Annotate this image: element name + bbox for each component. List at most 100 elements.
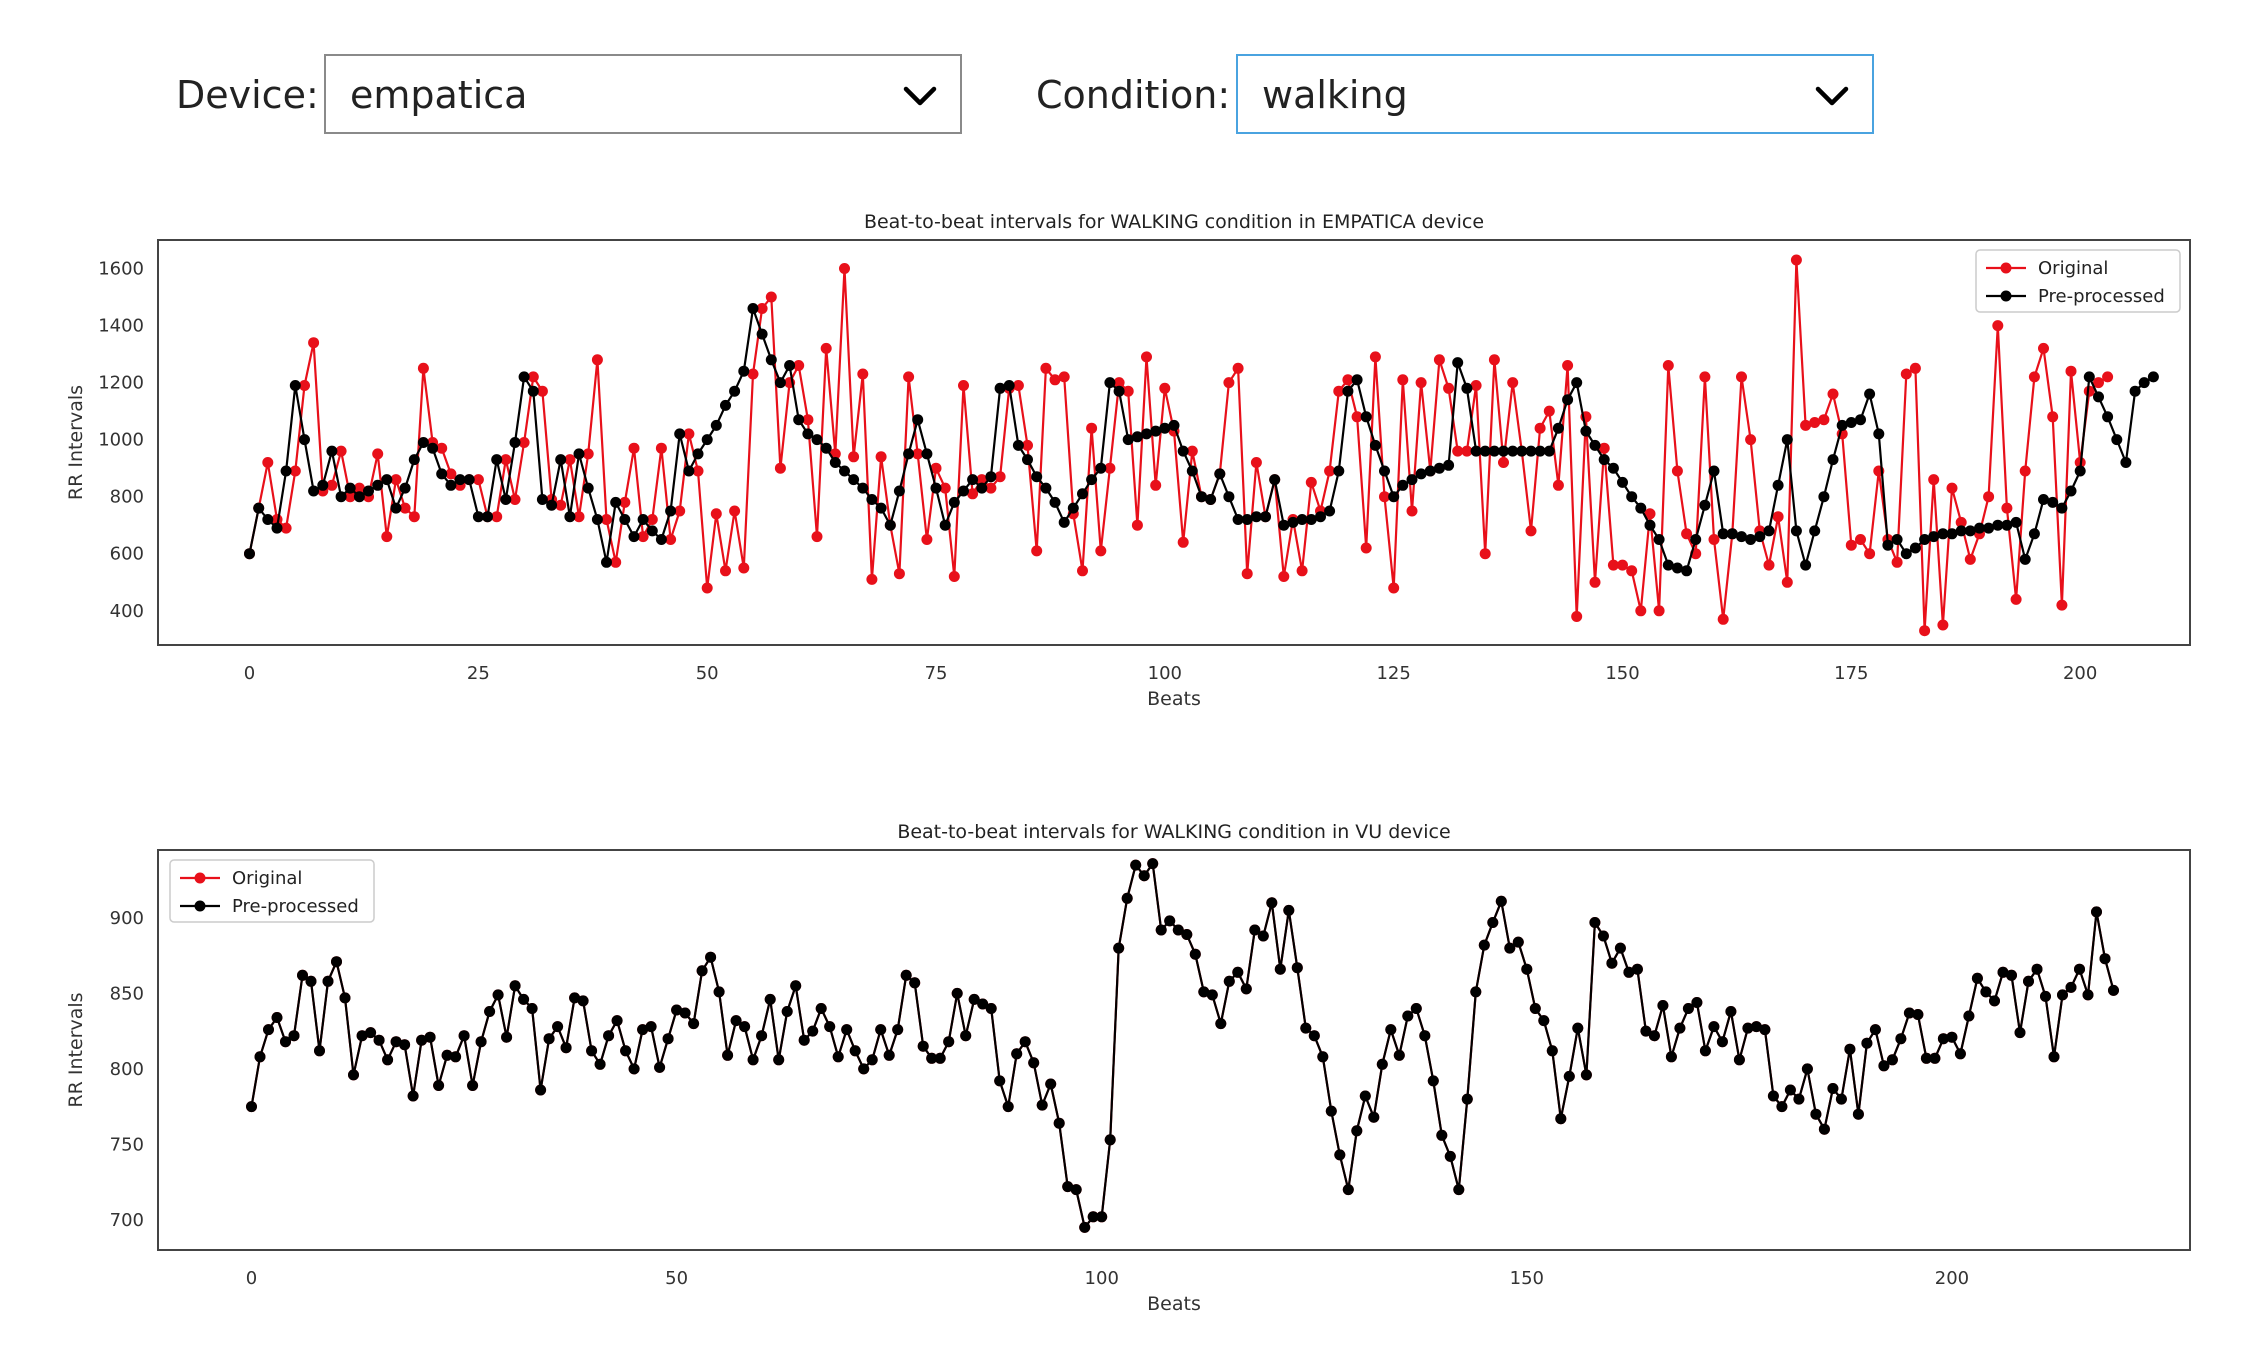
data-point (1801, 1063, 1813, 1075)
data-point (372, 448, 384, 460)
data-point (1708, 1021, 1720, 1033)
data-point (903, 371, 915, 383)
data-point (1232, 362, 1244, 374)
data-point (1665, 1051, 1677, 1063)
data-point (646, 525, 658, 537)
series-line-0 (250, 862, 2115, 1229)
data-point (271, 1012, 283, 1023)
data-point (271, 522, 283, 534)
data-point (1150, 479, 1162, 491)
data-point (1855, 534, 1866, 545)
data-point (1360, 542, 1372, 554)
data-point (1626, 491, 1638, 503)
data-point (601, 556, 612, 568)
data-point (1147, 858, 1159, 870)
data-point (1296, 514, 1308, 525)
data-point (1772, 511, 1784, 523)
data-point (297, 969, 308, 981)
data-point (820, 442, 832, 454)
data-point (1077, 565, 1088, 577)
data-point (1122, 434, 1134, 446)
data-point (1745, 434, 1757, 446)
data-point (253, 502, 265, 514)
data-point (1955, 516, 1967, 528)
device-dropdown-value: empatica (350, 73, 528, 117)
data-point (603, 1030, 615, 1042)
y-tick-label: 800 (110, 1059, 144, 1080)
data-point (1963, 1010, 1975, 1022)
x-axis-label: Beats (1147, 1293, 1201, 1315)
data-point (1614, 942, 1626, 954)
data-point (790, 980, 802, 992)
data-point (968, 993, 980, 1005)
data-point (1827, 1083, 1839, 1094)
data-point (1028, 1057, 1040, 1069)
data-point (1937, 619, 1949, 631)
data-point (994, 471, 1006, 483)
data-point (1538, 1015, 1550, 1027)
data-point (1011, 1048, 1023, 1060)
data-point (2006, 969, 2017, 981)
data-point (655, 534, 667, 545)
data-point (857, 482, 869, 494)
data-point (781, 1006, 793, 1017)
data-point (720, 399, 731, 411)
data-point (1406, 505, 1418, 517)
data-point (1130, 859, 1142, 871)
data-point (1002, 1101, 1014, 1113)
x-tick-label: 200 (1935, 1268, 1969, 1289)
data-point (1607, 462, 1619, 474)
data-point (1291, 962, 1303, 974)
data-point (436, 442, 448, 454)
data-point (1507, 377, 1519, 389)
data-point (353, 482, 365, 494)
data-point (976, 482, 988, 494)
data-point (1232, 966, 1244, 978)
data-point (427, 442, 439, 454)
data-point (1852, 1108, 1864, 1120)
data-point (467, 1080, 479, 1091)
data-point (518, 993, 530, 1005)
device-dropdown[interactable]: empatica (324, 54, 962, 134)
legend-marker (2000, 290, 2012, 302)
data-point (2014, 1027, 2026, 1039)
data-point (729, 505, 741, 517)
data-point (893, 485, 905, 497)
data-point (1296, 565, 1308, 577)
series-points-1 (246, 858, 2119, 1233)
data-point (1552, 422, 1564, 434)
device-label: Device: (176, 73, 319, 117)
data-point (2028, 371, 2040, 383)
data-point (1079, 1221, 1091, 1233)
data-point (1750, 1021, 1762, 1033)
data-point (1726, 528, 1738, 540)
data-point (1087, 1211, 1099, 1223)
series-points-0 (244, 254, 2114, 637)
data-point (1488, 445, 1500, 457)
condition-dropdown[interactable]: walking (1236, 54, 1874, 134)
data-point (903, 448, 915, 460)
x-tick-label: 0 (246, 1268, 257, 1289)
x-tick-label: 25 (467, 663, 490, 684)
data-point (1626, 565, 1638, 577)
data-point (472, 511, 484, 523)
data-point (1562, 360, 1574, 371)
data-point (848, 451, 860, 463)
data-point (1351, 411, 1363, 423)
data-point (710, 419, 722, 431)
data-point (1036, 1099, 1048, 1111)
data-point (1186, 445, 1198, 457)
data-point (1177, 445, 1189, 457)
data-point (263, 1024, 274, 1036)
data-point (1793, 1093, 1805, 1105)
data-point (1754, 531, 1766, 543)
data-point (582, 482, 594, 494)
data-point (1971, 972, 1983, 984)
data-point (373, 1034, 385, 1046)
data-point (577, 995, 589, 1007)
data-point (1067, 502, 1079, 514)
data-point (1937, 1033, 1949, 1045)
data-point (1433, 462, 1445, 474)
data-point (1269, 474, 1281, 486)
data-point (1845, 539, 1857, 551)
